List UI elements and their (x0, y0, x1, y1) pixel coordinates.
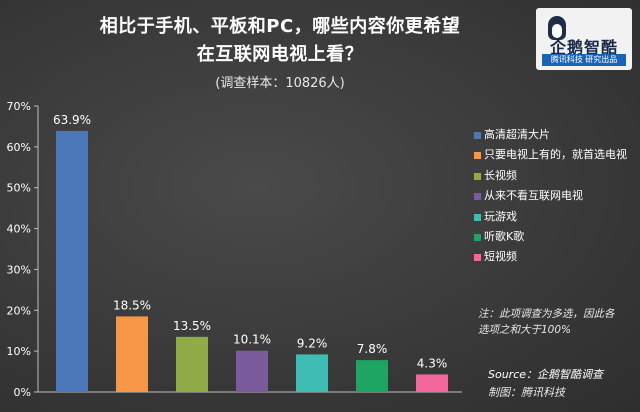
bar-1 (56, 130, 88, 392)
chart-title-line-1: 相比于手机、平板和PC，哪些内容你更希望 (99, 16, 461, 37)
bar-value-label-4: 10.1% (233, 333, 271, 347)
y-tick-label: 10% (7, 345, 31, 358)
brand-logo: 企鹅智酷 腾讯科技 研究出品 (536, 8, 632, 70)
legend-swatch (474, 213, 481, 221)
legend-swatch (474, 172, 481, 180)
bar-value-label-3: 13.5% (173, 319, 211, 333)
survey-note-line-1: 注：此项调查为多选，因此各 (478, 308, 615, 320)
legend-label: 玩游戏 (484, 209, 517, 223)
legend-label: 听歌K歌 (484, 229, 525, 243)
legend-swatch (474, 193, 481, 201)
survey-note: 注：此项调查为多选，因此各 选项之和大于100% (478, 306, 638, 338)
legend-swatch (474, 254, 481, 262)
legend-swatch (474, 152, 481, 160)
y-tick-label: 50% (7, 182, 31, 195)
bar-5 (296, 354, 328, 392)
bar-2 (116, 316, 148, 392)
bar-value-label-7: 4.3% (417, 356, 448, 370)
y-tick-label: 60% (7, 141, 31, 154)
chart-title-line-2: 在互联网电视上看？ (196, 44, 364, 65)
y-tick-label: 70% (7, 100, 31, 113)
legend-label: 长视频 (484, 168, 517, 182)
bar-value-label-2: 18.5% (113, 298, 151, 312)
legend-swatch (474, 132, 481, 139)
maker-credit: 制图：腾讯科技 (488, 386, 565, 399)
bar-chart: 0% 10% 20% 30% 40% 50% 60% 70% 63.9% 18.5% 13.5% 10… (7, 100, 462, 399)
chart-subtitle: (调查样本：10826人) (215, 76, 345, 91)
legend-label: 从来不看互联网电视 (484, 189, 583, 203)
penguin-icon (548, 16, 566, 40)
legend-swatch (474, 233, 481, 241)
survey-note-line-2: 选项之和大于100% (478, 324, 572, 336)
legend-label: 只要电视上有的，就首选电视 (484, 148, 627, 162)
y-tick-label: 20% (7, 304, 31, 317)
source-credit: Source：企鹅智酷调查 (488, 368, 604, 381)
brand-tagline: 腾讯科技 研究出品 (542, 54, 626, 66)
bar-7 (416, 374, 448, 392)
bar-6 (356, 360, 388, 392)
bar-value-label-1: 63.9% (53, 113, 91, 127)
legend-label: 短视频 (484, 250, 517, 264)
brand-name: 企鹅智酷 (549, 38, 618, 57)
y-tick-label: 40% (7, 223, 31, 236)
bar-4 (236, 350, 268, 392)
bar-value-label-6: 7.8% (357, 342, 388, 356)
bar-3 (176, 336, 208, 392)
bar-value-label-5: 9.2% (297, 336, 328, 350)
y-tick-label: 30% (7, 263, 31, 276)
y-tick-label: 0% (14, 386, 31, 399)
legend-label: 高清超清大片 (484, 128, 550, 141)
